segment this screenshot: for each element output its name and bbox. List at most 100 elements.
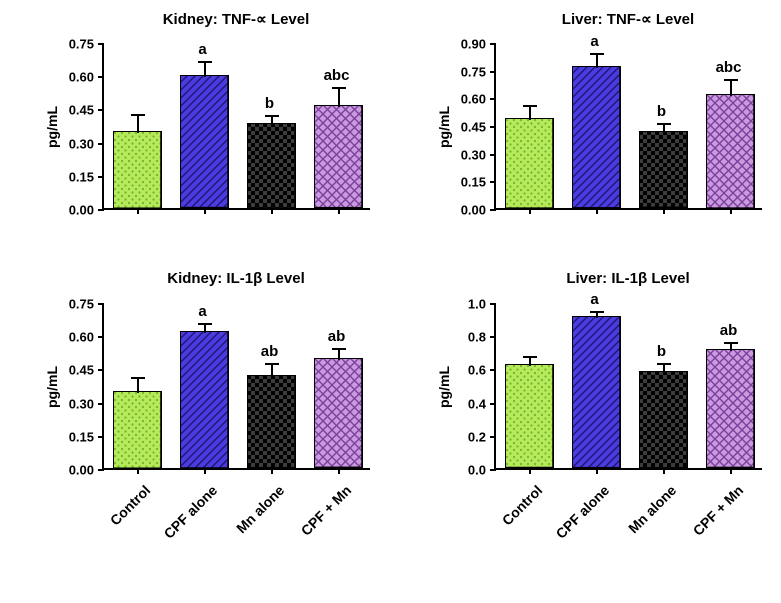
bar-cpf-+-mn [706,94,754,208]
significance-label: a [198,41,206,58]
significance-label: ab [261,343,279,360]
error-bar [204,324,206,333]
y-tick-label: 0.45 [69,363,94,378]
y-tick-label: 0.4 [468,396,486,411]
y-tick [490,126,496,128]
error-bar [271,364,273,377]
x-tick [338,208,340,214]
y-tick [490,303,496,305]
significance-label: a [590,33,598,50]
y-tick-label: 0.00 [69,203,94,218]
bar-control [113,391,161,468]
error-bar [596,54,598,68]
panel-kidney_tnf: 0.000.150.300.450.600.75Kidney: TNF-∝ Le… [14,6,384,254]
error-bar [338,88,340,107]
significance-label: abc [324,67,350,84]
y-tick [490,403,496,405]
significance-label: a [590,291,598,308]
y-tick-label: 1.0 [468,297,486,312]
error-cap [657,363,671,365]
bar-cpf-alone [180,331,228,468]
bar-mn-alone [639,371,687,468]
panel-liver_tnf: 0.000.150.300.450.600.750.90Liver: TNF-∝… [406,6,776,254]
error-cap [332,348,346,350]
y-tick-label: 0.60 [69,330,94,345]
error-cap [523,105,537,107]
error-cap [724,342,738,344]
y-axis-label: pg/mL [44,106,60,148]
bar-control [505,364,553,468]
y-tick-label: 0.15 [461,175,486,190]
bar-cpf-+-mn [314,105,362,208]
y-tick [490,43,496,45]
y-tick-label: 0.00 [69,463,94,478]
error-bar [137,115,139,133]
chart-title: Kidney: IL-1β Level [167,270,305,287]
significance-label: ab [720,322,738,339]
bar-mn-alone [639,131,687,208]
error-cap [590,53,604,55]
y-tick-label: 0.00 [461,203,486,218]
panel-kidney_il1b: 0.000.150.300.450.600.75Kidney: IL-1β Le… [14,266,384,586]
y-tick [490,98,496,100]
y-axis-label: pg/mL [436,106,452,148]
x-category-label: CPF alone [148,482,220,554]
error-bar [529,106,531,120]
y-tick [98,369,104,371]
x-category-label: Control [81,482,153,554]
x-tick [271,468,273,474]
x-category-label: Mn alone [607,482,679,554]
y-axis-label: pg/mL [436,366,452,408]
y-tick-label: 0.60 [461,92,486,107]
error-cap [332,87,346,89]
x-tick [338,468,340,474]
y-tick [490,469,496,471]
panel-liver_il1b: 0.00.20.40.60.81.0Liver: IL-1β Levelpg/m… [406,266,776,586]
y-tick [98,436,104,438]
y-tick [98,403,104,405]
x-tick [137,468,139,474]
error-bar [730,343,732,351]
error-bar [730,80,732,96]
x-category-label: CPF + Mn [674,482,746,554]
bar-cpf-alone [572,316,620,468]
error-cap [724,79,738,81]
y-tick [490,336,496,338]
y-tick-label: 0.45 [69,103,94,118]
significance-label: b [657,343,666,360]
y-tick [98,209,104,211]
y-tick-label: 0.2 [468,429,486,444]
y-tick [98,303,104,305]
y-tick-label: 0.8 [468,330,486,345]
x-tick [204,208,206,214]
significance-label: b [265,95,274,112]
significance-label: ab [328,328,346,345]
y-tick [98,176,104,178]
error-cap [131,377,145,379]
x-category-label: CPF alone [540,482,612,554]
error-cap [198,323,212,325]
bar-mn-alone [247,375,295,468]
y-tick [490,209,496,211]
x-tick [596,468,598,474]
x-category-label: Mn alone [215,482,287,554]
y-tick-label: 0.30 [69,396,94,411]
bar-control [113,131,161,208]
y-axis-label: pg/mL [44,366,60,408]
error-cap [265,363,279,365]
y-tick-label: 0.45 [461,120,486,135]
error-bar [338,349,340,360]
error-bar [137,378,139,392]
y-tick [490,154,496,156]
y-tick [490,71,496,73]
y-tick [490,436,496,438]
x-tick [596,208,598,214]
bar-cpf-alone [572,66,620,208]
chart-title: Liver: IL-1β Level [566,270,689,287]
error-cap [198,61,212,63]
y-tick-label: 0.6 [468,363,486,378]
x-tick [730,208,732,214]
x-tick [271,208,273,214]
bar-cpf-+-mn [706,349,754,468]
error-bar [529,357,531,366]
